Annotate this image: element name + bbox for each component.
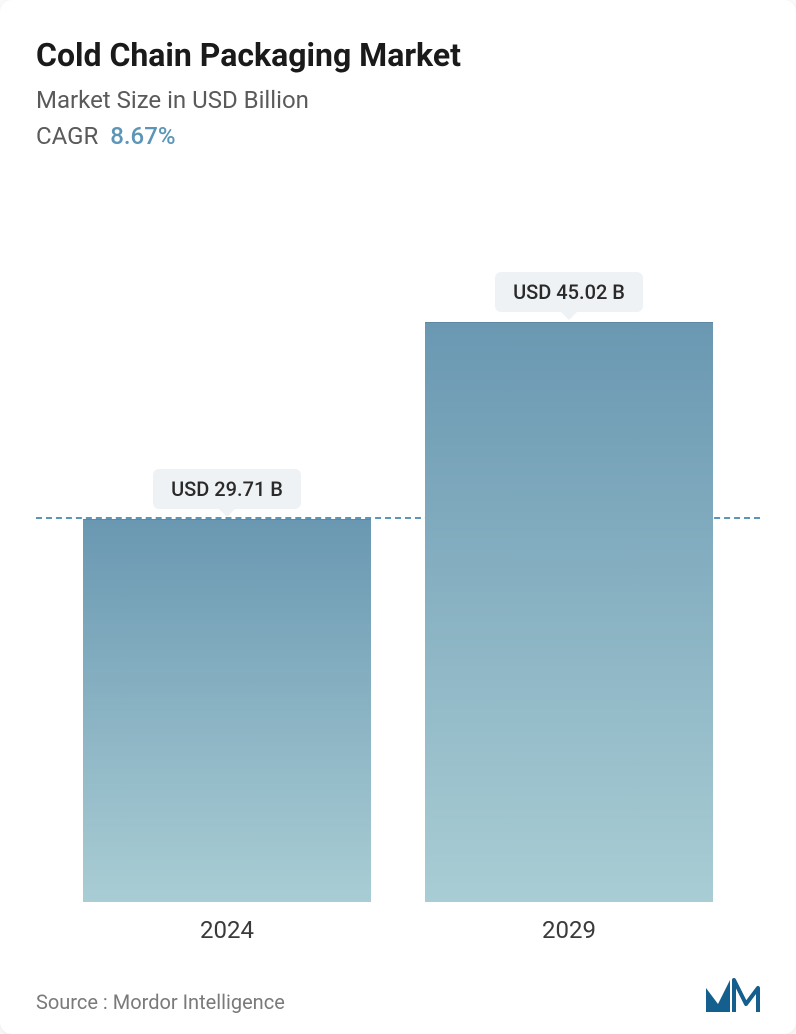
- x-label-1: 2029: [425, 916, 712, 944]
- mordor-logo-icon: [704, 976, 760, 1014]
- chart-title: Cold Chain Packaging Market: [36, 36, 760, 74]
- cagr-label: CAGR: [36, 122, 98, 150]
- bar-1: [425, 322, 712, 902]
- bar-0: [83, 519, 370, 902]
- x-axis-labels: 2024 2029: [36, 902, 760, 944]
- chart-plot-area: USD 29.71 B USD 45.02 B: [36, 180, 760, 902]
- cagr-value: 8.67%: [110, 122, 175, 150]
- value-badge-0: USD 29.71 B: [153, 469, 301, 509]
- cagr-line: CAGR 8.67%: [36, 122, 760, 150]
- bar-group-1: USD 45.02 B: [425, 272, 712, 902]
- source-text: Source : Mordor Intelligence: [36, 990, 285, 1014]
- chart-subtitle: Market Size in USD Billion: [36, 86, 760, 114]
- bar-group-0: USD 29.71 B: [83, 469, 370, 902]
- value-badge-1: USD 45.02 B: [495, 272, 643, 312]
- chart-footer: Source : Mordor Intelligence: [36, 972, 760, 1014]
- x-label-0: 2024: [83, 916, 370, 944]
- chart-card: Cold Chain Packaging Market Market Size …: [0, 0, 796, 1034]
